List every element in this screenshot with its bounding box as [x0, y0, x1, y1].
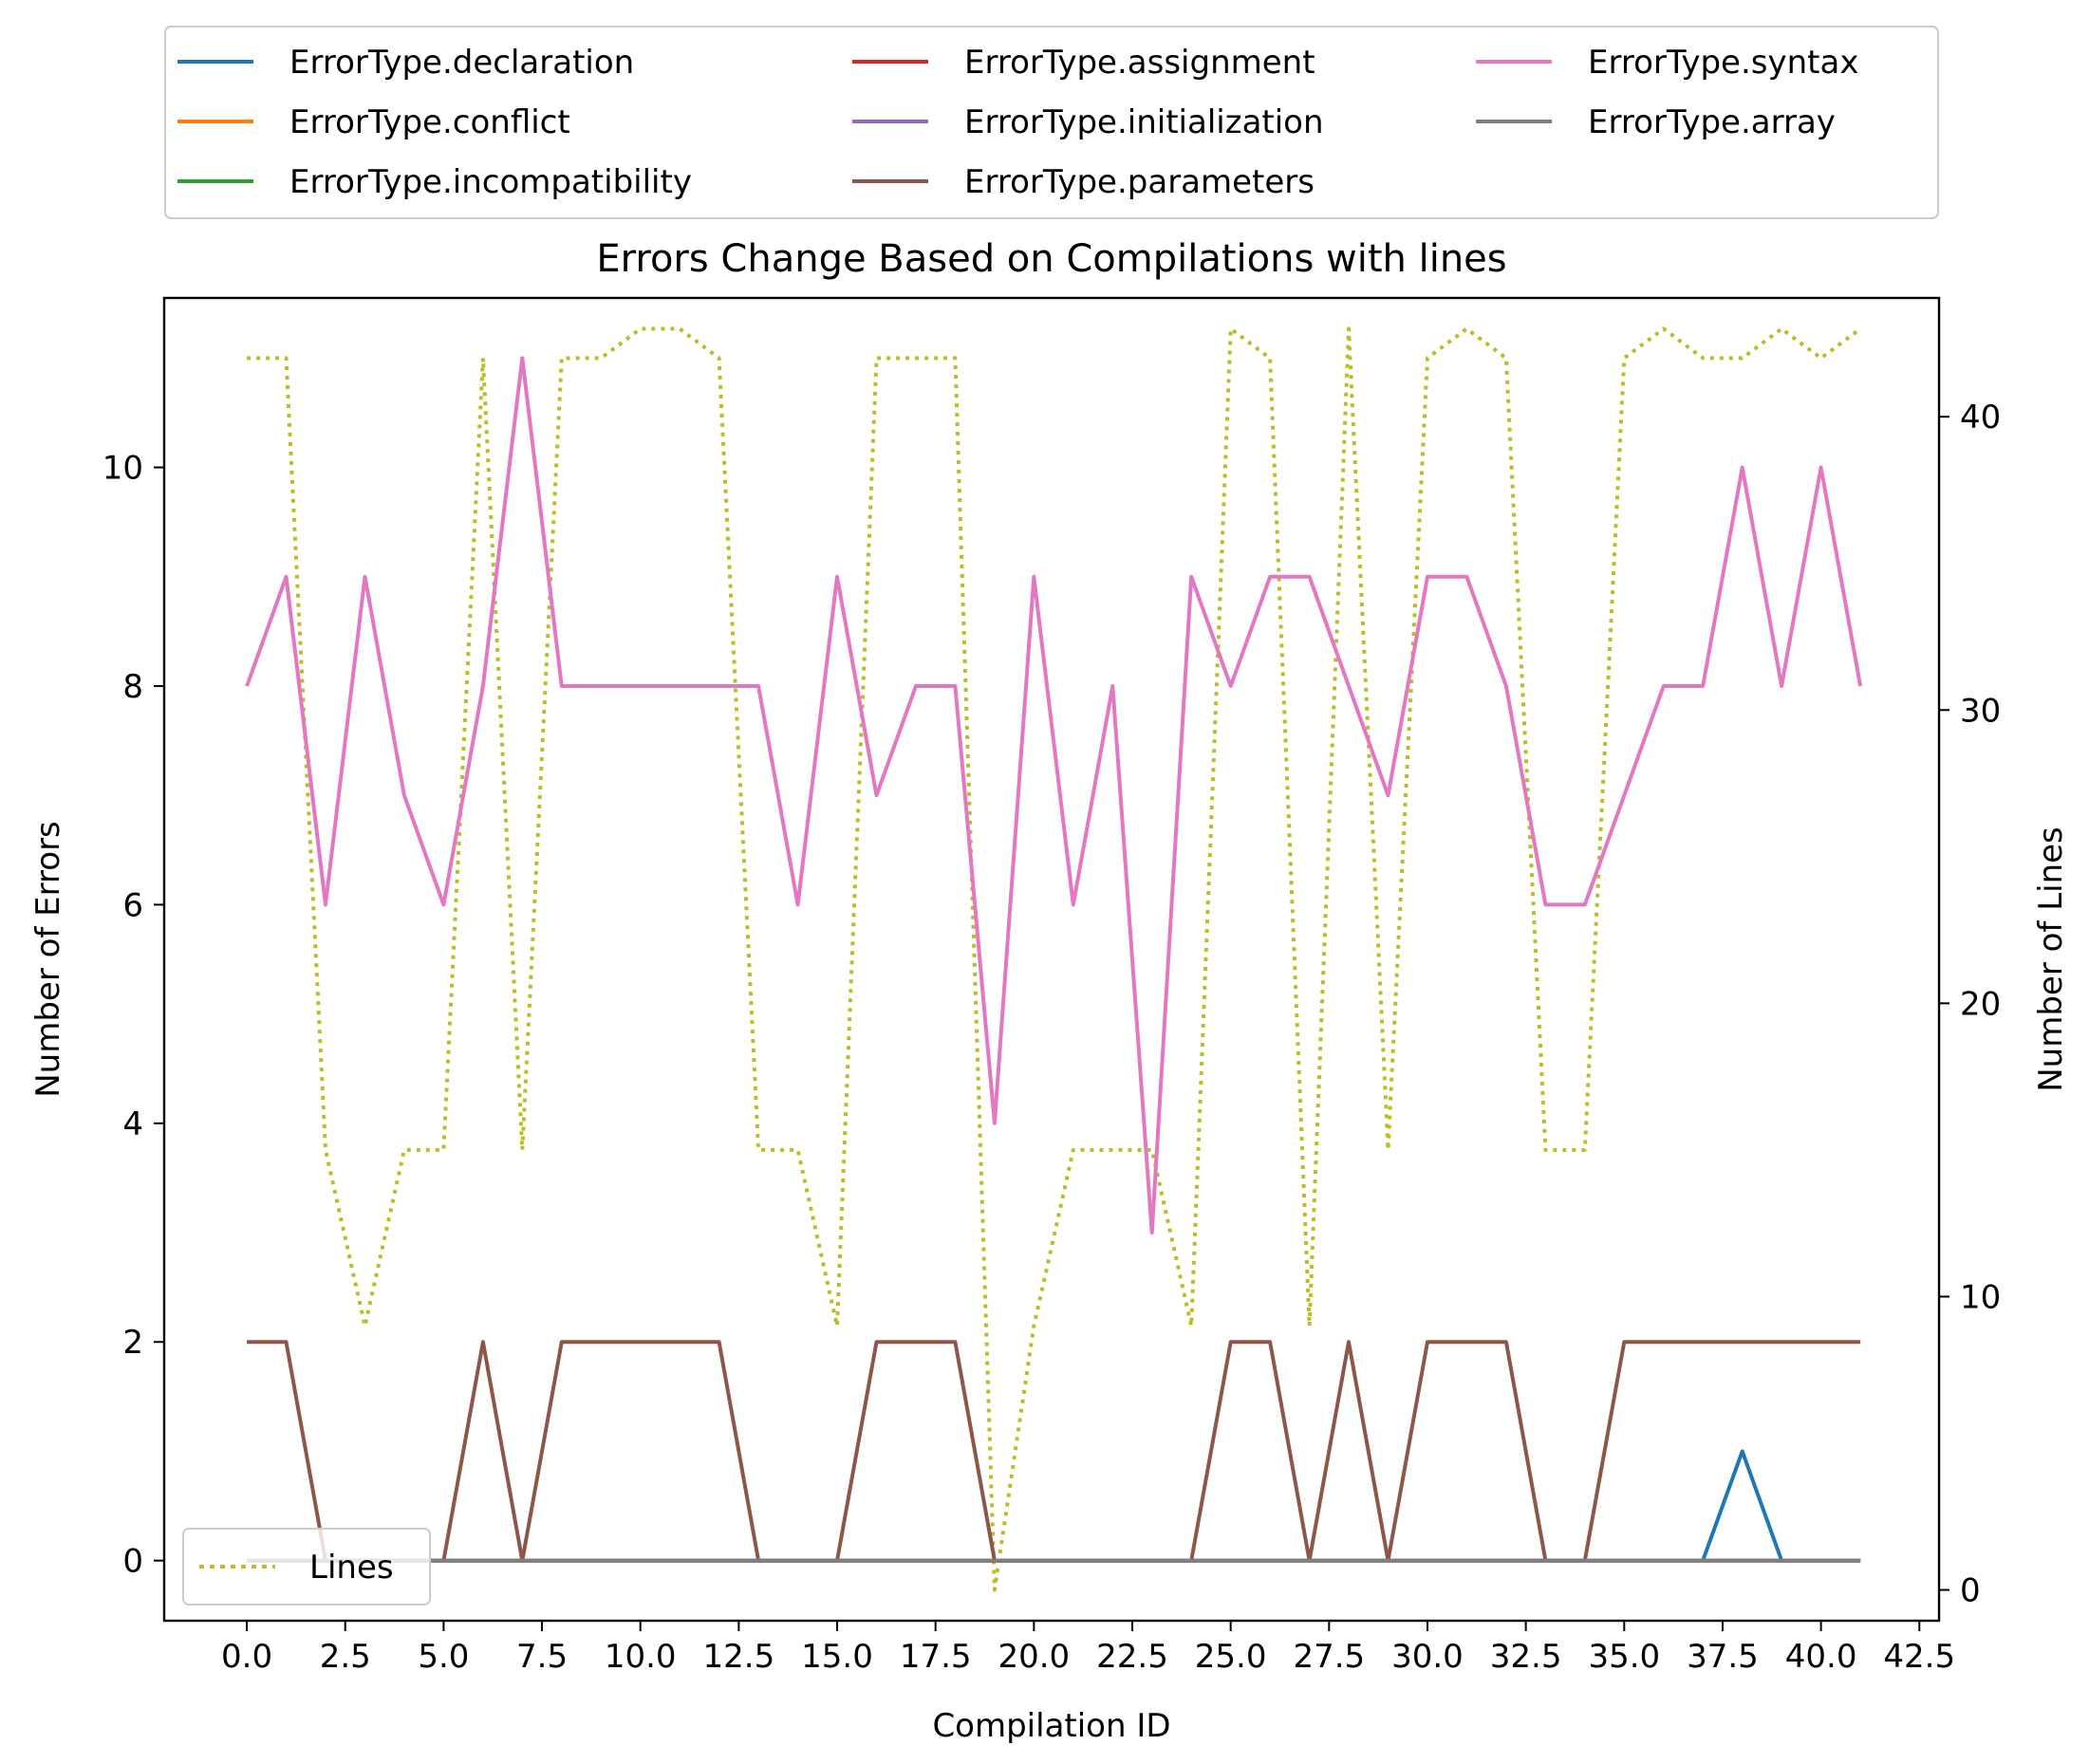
lines-legend-label: Lines	[309, 1549, 394, 1587]
x-tick-label: 37.5	[1687, 1638, 1759, 1676]
y-tick-label: 4	[122, 1105, 143, 1143]
legend-label-ErrorType.parameters: ErrorType.parameters	[964, 163, 1315, 201]
series-line-ErrorType.parameters	[247, 1340, 1861, 1563]
y-axis-right: 0 10 20 30 40	[1939, 399, 2001, 1610]
x-tick-label: 15.0	[801, 1638, 873, 1676]
x-tick-label: 0.0	[221, 1638, 272, 1676]
x-tick-label: 40.0	[1785, 1638, 1857, 1676]
y2-axis-label: Number of Lines	[2032, 826, 2070, 1092]
x-tick-label: 20.0	[998, 1638, 1070, 1676]
x-tick-label: 2.5	[320, 1638, 371, 1676]
x-tick-label: 25.0	[1195, 1638, 1267, 1676]
plot-area	[245, 326, 1863, 1592]
series-line-ErrorType.declaration	[247, 1449, 1861, 1563]
x-axis-label: Compilation ID	[932, 1707, 1170, 1745]
y-tick-label: 8	[122, 668, 143, 706]
x-tick-label: 42.5	[1883, 1638, 1955, 1676]
x-tick-label: 10.0	[605, 1638, 677, 1676]
x-tick-label: 32.5	[1490, 1638, 1562, 1676]
y2-tick-label: 30	[1960, 692, 2001, 730]
x-tick-label: 7.5	[516, 1638, 568, 1676]
x-tick-label: 12.5	[703, 1638, 775, 1676]
legend-label-ErrorType.initialization: ErrorType.initialization	[964, 103, 1324, 141]
legend-label-ErrorType.conflict: ErrorType.conflict	[289, 103, 570, 141]
y2-tick-label: 20	[1960, 985, 2001, 1023]
lines-legend-box	[182, 1528, 431, 1606]
y-axis-left: 0 2 4 6 8 10	[103, 450, 164, 1581]
y-tick-label: 10	[103, 450, 143, 488]
x-tick-label: 22.5	[1096, 1638, 1168, 1676]
y2-tick-label: 0	[1960, 1572, 1981, 1610]
legend-label-ErrorType.assignment: ErrorType.assignment	[964, 44, 1315, 82]
x-tick-label: 30.0	[1391, 1638, 1464, 1676]
legend: ErrorType.declaration ErrorType.conflict E…	[177, 44, 1858, 201]
y-tick-label: 2	[122, 1324, 143, 1362]
legend-label-ErrorType.syntax: ErrorType.syntax	[1588, 44, 1858, 82]
legend-label-ErrorType.declaration: ErrorType.declaration	[289, 44, 634, 82]
x-tick-label: 27.5	[1293, 1638, 1365, 1676]
chart-title: Errors Change Based on Compilations with…	[596, 237, 1506, 281]
x-tick-label: 17.5	[900, 1638, 972, 1676]
series-line-lines	[247, 326, 1862, 1592]
plot-frame	[162, 296, 1941, 1623]
y2-tick-label: 40	[1960, 399, 2001, 436]
y-tick-label: 0	[122, 1543, 143, 1581]
y-axis-label: Number of Errors	[29, 821, 67, 1098]
legend-label-ErrorType.incompatibility: ErrorType.incompatibility	[289, 163, 692, 201]
x-axis: 0.0 2.5 5.0 7.5 10.0 12.5 15.0 17.5 20.0 22.5 25.0…	[221, 1621, 1955, 1676]
x-tick-label: 35.0	[1588, 1638, 1660, 1676]
x-tick-label: 5.0	[418, 1638, 469, 1676]
y-tick-label: 6	[122, 886, 143, 924]
legend-label-ErrorType.array: ErrorType.array	[1588, 103, 1836, 141]
series-line-ErrorType.syntax	[245, 356, 1863, 1235]
y2-tick-label: 10	[1960, 1278, 2001, 1316]
legend-box	[164, 26, 1939, 219]
